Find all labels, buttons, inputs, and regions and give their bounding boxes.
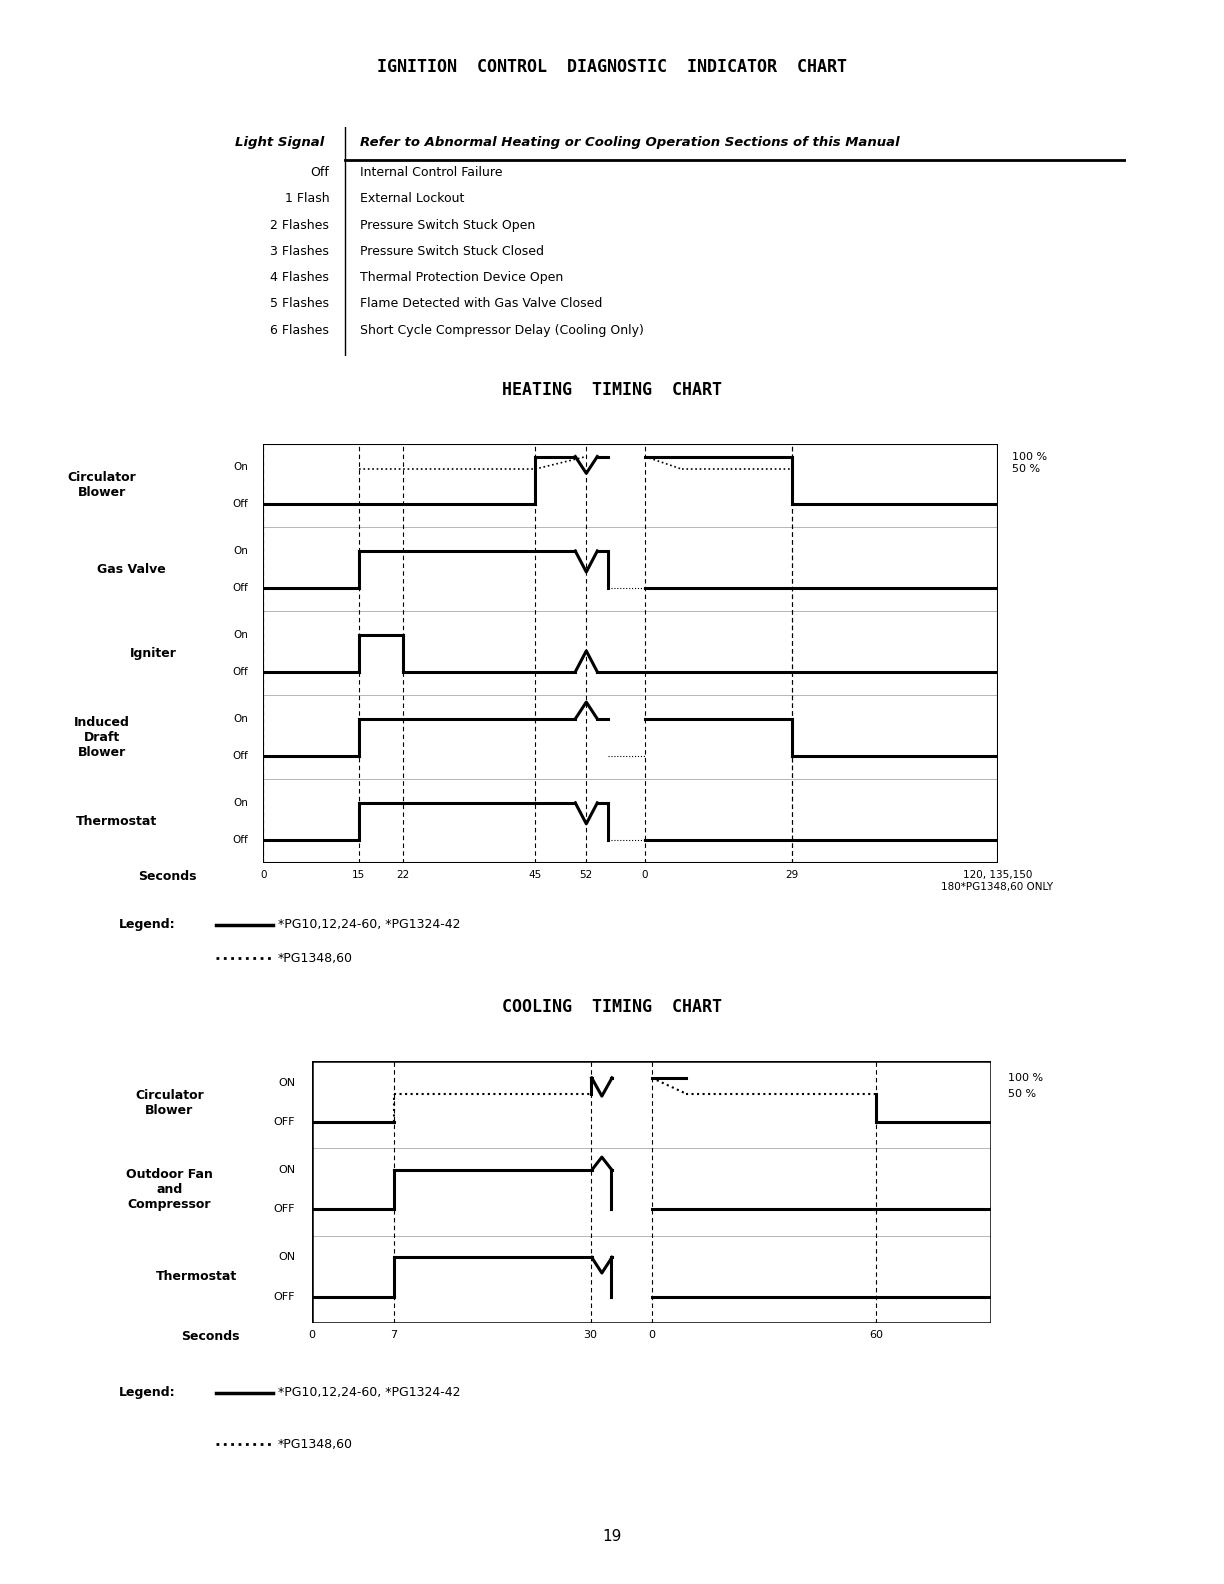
- Text: 29: 29: [786, 871, 798, 881]
- Text: 6 Flashes: 6 Flashes: [271, 323, 329, 337]
- Text: External Lockout: External Lockout: [360, 192, 464, 206]
- Text: Internal Control Failure: Internal Control Failure: [360, 166, 503, 179]
- Text: 5 Flashes: 5 Flashes: [271, 298, 329, 310]
- Text: *PG10,12,24-60, *PG1324-42: *PG10,12,24-60, *PG1324-42: [278, 919, 460, 931]
- Text: Legend:: Legend:: [119, 1386, 175, 1399]
- Text: Flame Detected with Gas Valve Closed: Flame Detected with Gas Valve Closed: [360, 298, 602, 310]
- Text: 100 %: 100 %: [1009, 1072, 1044, 1083]
- Text: *PG1348,60: *PG1348,60: [278, 952, 353, 965]
- Text: *PG10,12,24-60, *PG1324-42: *PG10,12,24-60, *PG1324-42: [278, 1386, 460, 1399]
- Text: Off: Off: [233, 583, 248, 592]
- Text: Refer to Abnormal Heating or Cooling Operation Sections of this Manual: Refer to Abnormal Heating or Cooling Ope…: [360, 136, 900, 149]
- Text: 0: 0: [259, 871, 267, 881]
- Text: OFF: OFF: [274, 1291, 295, 1302]
- Text: 60: 60: [869, 1329, 883, 1340]
- Text: Igniter: Igniter: [130, 646, 176, 661]
- Text: Pressure Switch Stuck Open: Pressure Switch Stuck Open: [360, 219, 535, 231]
- Text: Off: Off: [233, 667, 248, 676]
- Text: Gas Valve: Gas Valve: [97, 562, 165, 577]
- Text: Thermostat: Thermostat: [155, 1270, 237, 1283]
- Text: 30: 30: [584, 1329, 597, 1340]
- Text: Off: Off: [311, 166, 329, 179]
- Text: Legend:: Legend:: [119, 919, 175, 931]
- Text: ON: ON: [278, 1079, 295, 1088]
- Text: 50 %: 50 %: [1012, 464, 1040, 474]
- Text: Induced
Draft
Blower: Induced Draft Blower: [73, 716, 130, 759]
- Text: 52: 52: [580, 871, 592, 881]
- Text: 50 %: 50 %: [1009, 1088, 1037, 1099]
- Text: On: On: [234, 463, 248, 472]
- Text: 0: 0: [649, 1329, 655, 1340]
- Text: Light Signal: Light Signal: [235, 136, 324, 149]
- Text: Off: Off: [233, 751, 248, 760]
- Text: 22: 22: [397, 871, 409, 881]
- Text: Seconds: Seconds: [138, 871, 197, 884]
- Text: 15: 15: [353, 871, 365, 881]
- Text: *PG1348,60: *PG1348,60: [278, 1438, 353, 1451]
- Text: 0: 0: [641, 871, 649, 881]
- Text: Circulator
Blower: Circulator Blower: [67, 472, 136, 499]
- Text: COOLING  TIMING  CHART: COOLING TIMING CHART: [502, 998, 722, 1017]
- Text: 1 Flash: 1 Flash: [285, 192, 329, 206]
- Text: On: On: [234, 798, 248, 808]
- Text: 100 %: 100 %: [1012, 451, 1048, 461]
- Text: 4 Flashes: 4 Flashes: [271, 271, 329, 284]
- Text: 120, 135,150
180*PG1348,60 ONLY: 120, 135,150 180*PG1348,60 ONLY: [941, 871, 1054, 892]
- Text: IGNITION  CONTROL  DIAGNOSTIC  INDICATOR  CHART: IGNITION CONTROL DIAGNOSTIC INDICATOR CH…: [377, 59, 847, 76]
- Text: On: On: [234, 546, 248, 556]
- Text: OFF: OFF: [274, 1204, 295, 1215]
- Text: 19: 19: [602, 1529, 622, 1544]
- Text: Seconds: Seconds: [181, 1329, 240, 1343]
- Text: Thermal Protection Device Open: Thermal Protection Device Open: [360, 271, 563, 284]
- Text: Off: Off: [233, 499, 248, 508]
- Text: ON: ON: [278, 1253, 295, 1262]
- Text: OFF: OFF: [274, 1117, 295, 1128]
- Text: 45: 45: [529, 871, 541, 881]
- Text: Circulator
Blower: Circulator Blower: [135, 1088, 204, 1117]
- Text: 7: 7: [390, 1329, 398, 1340]
- Text: Short Cycle Compressor Delay (Cooling Only): Short Cycle Compressor Delay (Cooling On…: [360, 323, 644, 337]
- Text: Thermostat: Thermostat: [76, 814, 157, 828]
- Text: 0: 0: [308, 1329, 316, 1340]
- Text: 2 Flashes: 2 Flashes: [271, 219, 329, 231]
- Text: Off: Off: [233, 835, 248, 844]
- Text: On: On: [234, 630, 248, 640]
- Text: On: On: [234, 714, 248, 724]
- Text: ON: ON: [278, 1166, 295, 1175]
- Text: 3 Flashes: 3 Flashes: [271, 246, 329, 258]
- Text: HEATING  TIMING  CHART: HEATING TIMING CHART: [502, 380, 722, 399]
- Text: Pressure Switch Stuck Closed: Pressure Switch Stuck Closed: [360, 246, 545, 258]
- Text: Outdoor Fan
and
Compressor: Outdoor Fan and Compressor: [126, 1169, 213, 1212]
